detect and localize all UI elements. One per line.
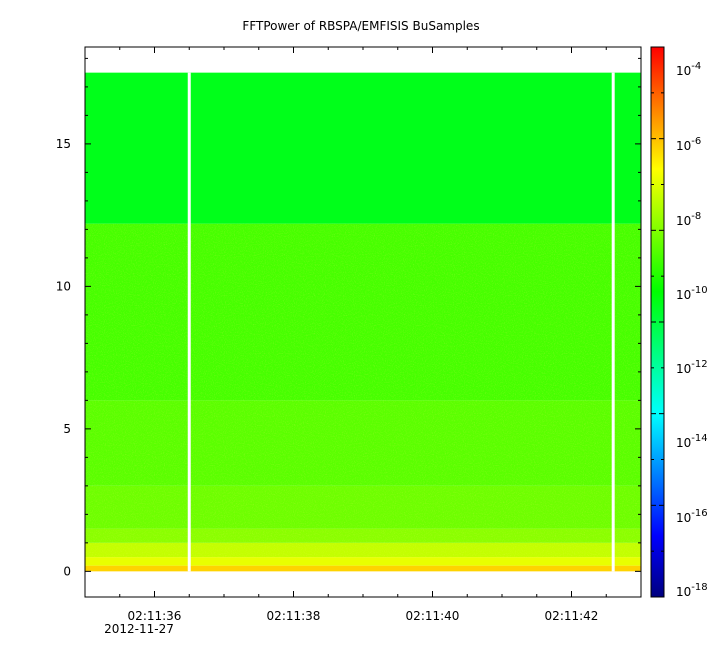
chart-title: FFTPower of RBSPA/EMFISIS BuSamples xyxy=(242,19,479,33)
y-tick-label: 10 xyxy=(56,279,71,293)
colorbar-tick-exponent: -4 xyxy=(691,61,701,72)
power-band-5 xyxy=(85,400,641,486)
data-gap-group xyxy=(187,72,615,572)
power-speckle xyxy=(85,224,641,557)
power-band-0 xyxy=(85,565,641,572)
colorbar-tick-exponent: -8 xyxy=(691,211,701,222)
y-tick-label: 15 xyxy=(56,137,71,151)
colorbar-tick-base: 10 xyxy=(676,64,691,78)
y-tick-label: 0 xyxy=(63,564,71,578)
power-band-1 xyxy=(85,557,641,566)
data-gap-0 xyxy=(187,72,191,572)
colorbar-tick-label: 10-4 xyxy=(676,61,701,78)
x-tick-label: 02:11:40 xyxy=(406,609,460,623)
colorbar-tick-label: 10-8 xyxy=(676,211,701,228)
x-tick-label: 02:11:36 xyxy=(128,609,182,623)
colorbar-tick-label: 10-14 xyxy=(676,433,708,450)
colorbar-tick-exponent: -16 xyxy=(691,508,707,519)
spectrogram-plot-area xyxy=(85,72,641,572)
colorbar-tick-base: 10 xyxy=(676,214,691,228)
y-axis: 0 5 10 15 xyxy=(56,57,641,578)
colorbar-tick-exponent: -18 xyxy=(691,582,707,593)
colorbar-tick-base: 10 xyxy=(676,139,691,153)
colorbar-tick-label: 10-10 xyxy=(676,285,708,302)
colorbar-tick-base: 10 xyxy=(676,511,691,525)
colorbar-tick-exponent: -6 xyxy=(691,136,701,147)
x-tick-label: 02:11:42 xyxy=(545,609,599,623)
y-tick-label: 5 xyxy=(63,422,71,436)
colorbar-tick-label: 10-12 xyxy=(676,359,708,376)
colorbar-tick-base: 10 xyxy=(676,362,691,376)
power-band-6 xyxy=(85,223,641,401)
colorbar-tick-label: 10-18 xyxy=(676,582,708,599)
data-gap-1 xyxy=(611,72,615,572)
colorbar-tick-base: 10 xyxy=(676,585,691,599)
x-axis-date-label: 2012-11-27 xyxy=(104,622,174,636)
colorbar-tick-base: 10 xyxy=(676,436,691,450)
power-band-2 xyxy=(85,542,641,558)
colorbar-tick-exponent: -12 xyxy=(691,359,707,370)
colorbar-tick-base: 10 xyxy=(676,288,691,302)
power-band-4 xyxy=(85,485,641,529)
power-band-7 xyxy=(85,72,641,224)
x-axis: 02:11:36 02:11:38 02:11:40 02:11:42 xyxy=(84,47,642,623)
colorbar-tick-label: 10-6 xyxy=(676,136,701,153)
colorbar-tick-exponent: -14 xyxy=(691,433,707,444)
colorbar-tick-label: 10-16 xyxy=(676,508,708,525)
power-band-3 xyxy=(85,528,641,543)
colorbar-tick-exponent: -10 xyxy=(691,285,707,296)
x-tick-label: 02:11:38 xyxy=(267,609,321,623)
